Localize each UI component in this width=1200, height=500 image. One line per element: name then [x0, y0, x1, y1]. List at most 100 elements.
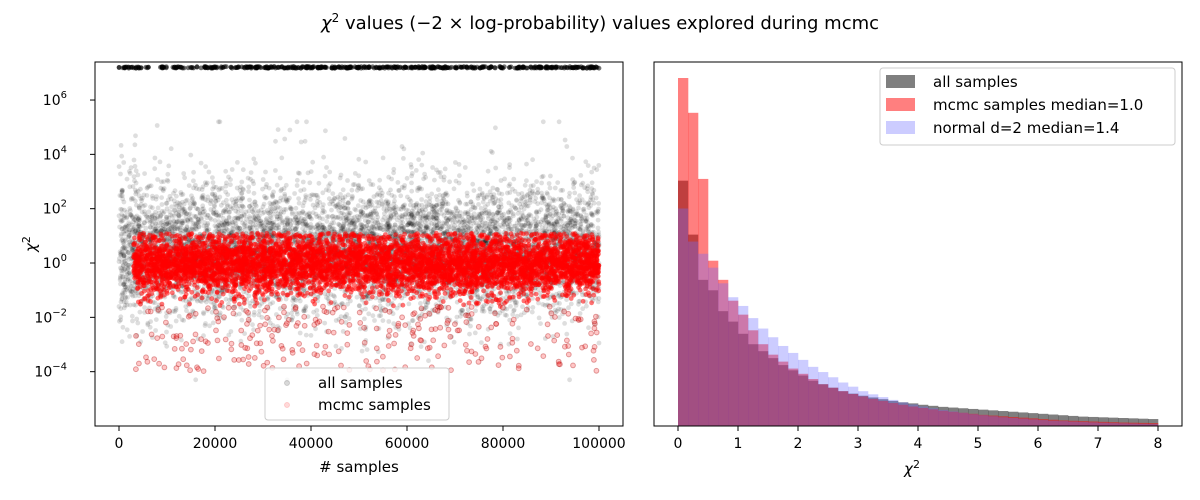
scatter-point-all-samples — [395, 180, 401, 185]
scatter-point-all-samples — [167, 226, 173, 232]
scatter-point-all-samples — [366, 311, 372, 317]
scatter-point-all-samples — [568, 222, 574, 228]
scatter-point-all-samples — [248, 176, 253, 182]
scatter-point-all-samples — [204, 180, 210, 186]
scatter-point-all-samples — [580, 65, 586, 70]
scatter-point-all-samples — [372, 318, 377, 323]
scatter-point-all-samples — [120, 237, 125, 243]
scatter-point-all-samples — [228, 329, 234, 334]
scatter-point-all-samples — [205, 296, 211, 302]
scatter-point-all-samples — [340, 187, 346, 193]
scatter-point-all-samples — [462, 218, 468, 224]
scatter-point-all-samples — [251, 190, 257, 196]
scatter-point-all-samples — [534, 179, 539, 185]
scatter-point-all-samples — [570, 224, 576, 229]
scatter-point-all-samples — [448, 223, 454, 229]
scatter-point-all-samples — [555, 216, 561, 221]
scatter-point-all-samples — [539, 180, 544, 186]
scatter-point-all-samples — [210, 320, 216, 326]
scatter-point-all-samples — [573, 211, 579, 217]
scatter-point-all-samples — [308, 169, 314, 175]
scatter-point-all-samples — [194, 64, 200, 70]
scatter-point-all-samples — [323, 187, 329, 193]
scatter-point-all-samples — [510, 312, 516, 317]
scatter-point-all-samples — [508, 64, 514, 70]
scatter-point-all-samples — [119, 238, 124, 243]
scatter-point-all-samples — [254, 64, 260, 70]
scatter-point-all-samples — [193, 377, 199, 383]
scatter-point-all-samples — [217, 194, 223, 200]
scatter-point-all-samples — [303, 64, 309, 69]
scatter-point-all-samples — [533, 224, 538, 229]
scatter-point-all-samples — [303, 193, 309, 199]
scatter-point-all-samples — [499, 65, 504, 70]
scatter-point-all-samples — [172, 294, 178, 300]
scatter-point-all-samples — [562, 321, 567, 326]
scatter-point-all-samples — [440, 65, 446, 71]
scatter-point-all-samples — [517, 64, 522, 70]
scatter-point-all-samples — [268, 65, 273, 70]
scatter-point-all-samples — [529, 65, 534, 71]
scatter-point-all-samples — [132, 142, 138, 148]
scatter-point-all-samples — [253, 202, 258, 208]
scatter-point-all-samples — [470, 65, 476, 71]
scatter-point-all-samples — [412, 65, 418, 70]
scatter-point-all-samples — [407, 325, 413, 331]
scatter-point-all-samples — [479, 340, 484, 345]
scatter-point-all-samples — [441, 213, 447, 218]
scatter-point-all-samples — [141, 192, 147, 198]
scatter-point-all-samples — [484, 181, 490, 187]
scatter-point-all-samples — [120, 324, 126, 330]
scatter-point-all-samples — [393, 210, 399, 216]
scatter-point-all-samples — [176, 213, 182, 219]
scatter-point-all-samples — [522, 182, 528, 188]
scatter-point-all-samples — [250, 322, 255, 328]
scatter-point-all-samples — [183, 198, 189, 204]
scatter-point-all-samples — [493, 125, 498, 131]
scatter-point-all-samples — [487, 306, 493, 311]
scatter-point-all-samples — [182, 228, 188, 234]
scatter-point-all-samples — [222, 64, 228, 70]
scatter-point-all-samples — [404, 175, 410, 181]
scatter-points-layer — [116, 64, 602, 383]
scatter-point-all-samples — [271, 189, 276, 195]
scatter-point-all-samples — [507, 181, 513, 187]
scatter-point-all-samples — [414, 221, 420, 226]
scatter-point-all-samples — [586, 325, 591, 331]
scatter-point-all-samples — [596, 340, 602, 346]
scatter-point-all-samples — [405, 218, 411, 223]
scatter-point-all-samples — [389, 176, 394, 182]
scatter-point-all-samples — [323, 64, 328, 70]
scatter-point-all-samples — [470, 181, 476, 187]
scatter-point-all-samples — [283, 207, 289, 212]
scatter-point-all-samples — [195, 220, 201, 226]
scatter-point-all-samples — [127, 270, 132, 275]
scatter-point-all-samples — [251, 207, 257, 212]
scatter-point-all-samples — [191, 169, 197, 175]
scatter-point-all-samples — [385, 214, 391, 220]
scatter-point-all-samples — [574, 211, 580, 217]
scatter-point-all-samples — [367, 197, 373, 203]
scatter-point-all-samples — [258, 224, 264, 229]
scatter-point-all-samples — [457, 173, 462, 179]
scatter-point-all-samples — [401, 146, 407, 152]
scatter-point-all-samples — [533, 195, 539, 201]
scatter-point-all-samples — [585, 163, 591, 169]
scatter-point-all-samples — [556, 119, 562, 125]
scatter-point-all-samples — [315, 64, 320, 70]
scatter-point-all-samples — [555, 180, 561, 186]
scatter-point-all-samples — [285, 64, 291, 70]
scatter-point-all-samples — [535, 201, 541, 207]
scatter-point-all-samples — [451, 186, 457, 192]
scatter-point-all-samples — [546, 203, 552, 209]
scatter-point-all-samples — [251, 156, 257, 162]
scatter-point-all-samples — [294, 311, 300, 317]
scatter-point-all-samples — [180, 65, 185, 71]
scatter-point-all-samples — [320, 202, 326, 208]
scatter-point-all-samples — [187, 206, 193, 212]
scatter-point-all-samples — [165, 171, 171, 177]
scatter-point-all-samples — [342, 194, 348, 200]
scatter-point-all-samples — [264, 182, 269, 187]
scatter-point-all-samples — [275, 211, 281, 217]
scatter-point-all-samples — [524, 178, 529, 184]
